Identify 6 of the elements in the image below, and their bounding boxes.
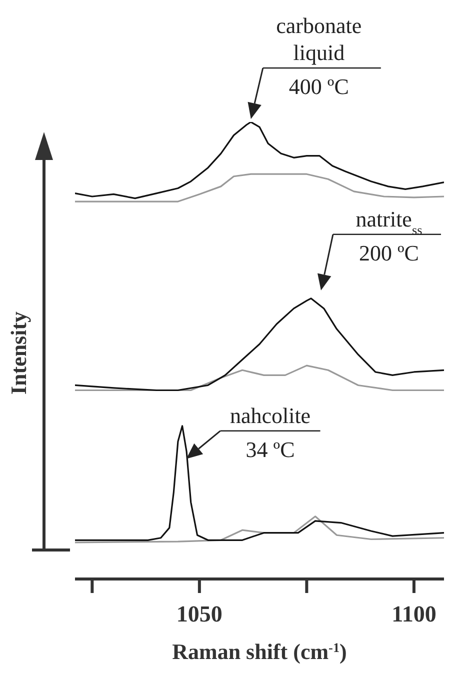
annotation: carbonate liquid 400 ºC xyxy=(276,13,362,99)
y-axis-title: Intensity xyxy=(6,311,31,395)
x-axis-title: Raman shift (cm$^{-1}$) xyxy=(172,639,347,664)
x-tick-label: 1100 xyxy=(392,601,436,626)
annotation: nahcolite 34 ºC xyxy=(230,402,311,462)
x-tick-label: 1050 xyxy=(176,601,222,626)
